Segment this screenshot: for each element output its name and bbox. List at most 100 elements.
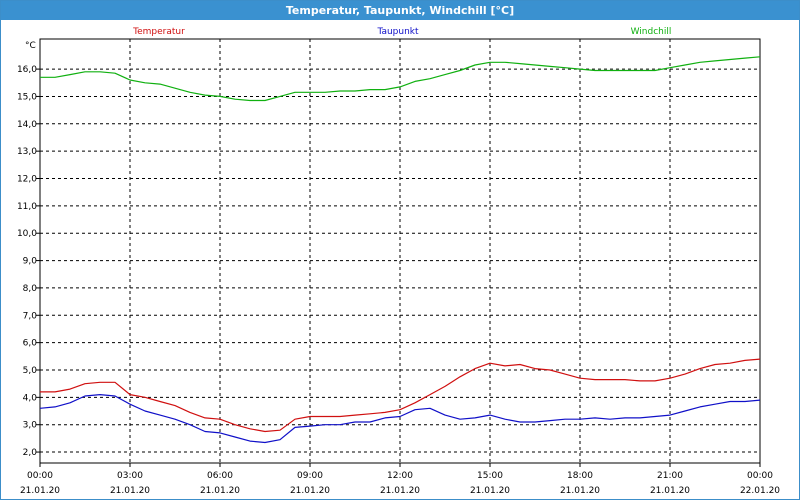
data-point-temperatur — [669, 378, 670, 379]
data-point-taupunkt — [504, 419, 505, 420]
x-tick-label-time: 03:00 — [117, 471, 143, 481]
y-tick-label: 2,0 — [23, 448, 38, 458]
data-point-temperatur — [714, 364, 715, 365]
data-point-windchill — [474, 64, 475, 65]
legend-windchill: Windchill — [631, 27, 672, 37]
data-point-windchill — [624, 70, 625, 71]
plot-frame — [39, 38, 761, 464]
data-point-taupunkt — [684, 410, 685, 411]
x-tick-label-date: 21.01.20 — [200, 486, 240, 496]
data-point-windchill — [669, 67, 670, 68]
data-point-taupunkt — [519, 421, 520, 422]
data-point-temperatur — [459, 376, 460, 377]
data-point-windchill — [699, 62, 700, 63]
data-point-windchill — [189, 92, 190, 93]
y-tick-label: 16,0 — [17, 65, 37, 75]
data-point-temperatur — [564, 374, 565, 375]
data-point-taupunkt — [414, 409, 415, 410]
data-point-taupunkt — [669, 415, 670, 416]
y-tick-label: 8,0 — [23, 284, 38, 294]
data-point-windchill — [519, 63, 520, 64]
data-point-windchill — [99, 71, 100, 72]
data-point-windchill — [369, 89, 370, 90]
data-point-windchill — [744, 58, 745, 59]
data-point-taupunkt — [279, 439, 280, 440]
data-point-temperatur — [549, 369, 550, 370]
data-point-taupunkt — [84, 395, 85, 396]
data-point-temperatur — [234, 424, 235, 425]
data-point-temperatur — [369, 413, 370, 414]
data-point-windchill — [54, 77, 55, 78]
data-point-temperatur — [384, 412, 385, 413]
data-point-temperatur — [99, 382, 100, 383]
y-tick-label: 3,0 — [23, 421, 38, 431]
series-line-taupunkt — [39, 394, 761, 444]
data-point-taupunkt — [249, 441, 250, 442]
data-point-windchill — [249, 100, 250, 101]
data-point-temperatur — [279, 430, 280, 431]
data-point-temperatur — [189, 412, 190, 413]
data-point-temperatur — [324, 416, 325, 417]
data-point-temperatur — [534, 368, 535, 369]
x-tick-label-date: 21.01.20 — [470, 486, 510, 496]
x-tick-label-date: 21.01.20 — [110, 486, 150, 496]
data-point-windchill — [549, 66, 550, 67]
data-point-windchill — [114, 73, 115, 74]
data-point-windchill — [294, 92, 295, 93]
data-point-windchill — [414, 81, 415, 82]
x-tick-label-time: 12:00 — [387, 471, 413, 481]
y-tick-label: 6,0 — [23, 339, 38, 349]
y-tick-label: 12,0 — [17, 175, 37, 185]
data-point-windchill — [339, 90, 340, 91]
data-point-temperatur — [729, 363, 730, 364]
data-point-taupunkt — [699, 406, 700, 407]
data-point-windchill — [219, 96, 220, 97]
data-point-temperatur — [144, 397, 145, 398]
data-point-temperatur — [579, 378, 580, 379]
data-point-taupunkt — [144, 410, 145, 411]
x-tick-label-date: 21.01.20 — [380, 486, 420, 496]
data-point-temperatur — [474, 368, 475, 369]
data-point-temperatur — [114, 382, 115, 383]
data-point-temperatur — [354, 415, 355, 416]
data-point-taupunkt — [39, 408, 40, 409]
data-point-windchill — [534, 64, 535, 65]
data-point-windchill — [654, 70, 655, 71]
data-point-temperatur — [639, 380, 640, 381]
data-point-taupunkt — [369, 421, 370, 422]
data-point-temperatur — [204, 417, 205, 418]
data-point-taupunkt — [114, 395, 115, 396]
x-tick-label-date: 21.01.20 — [650, 486, 690, 496]
data-point-windchill — [609, 70, 610, 71]
data-point-taupunkt — [594, 417, 595, 418]
y-tick-label: 13,0 — [17, 147, 37, 157]
data-point-taupunkt — [264, 442, 265, 443]
data-point-taupunkt — [474, 417, 475, 418]
data-point-taupunkt — [609, 419, 610, 420]
x-tick-label-time: 21:00 — [657, 471, 683, 481]
data-point-temperatur — [594, 379, 595, 380]
data-point-windchill — [579, 69, 580, 70]
data-point-taupunkt — [339, 424, 340, 425]
data-point-windchill — [489, 62, 490, 63]
data-point-windchill — [354, 90, 355, 91]
data-point-windchill — [384, 89, 385, 90]
data-point-taupunkt — [174, 419, 175, 420]
data-point-windchill — [399, 86, 400, 87]
data-point-taupunkt — [429, 408, 430, 409]
data-point-windchill — [84, 71, 85, 72]
data-point-taupunkt — [324, 424, 325, 425]
data-point-windchill — [564, 67, 565, 68]
data-point-taupunkt — [459, 419, 460, 420]
y-tick-label: 11,0 — [17, 202, 37, 212]
data-point-windchill — [759, 56, 760, 57]
x-tick-label-date: 22.01.20 — [740, 486, 780, 496]
data-point-taupunkt — [489, 415, 490, 416]
data-point-taupunkt — [294, 427, 295, 428]
data-point-taupunkt — [729, 401, 730, 402]
data-point-temperatur — [159, 401, 160, 402]
data-point-windchill — [39, 77, 40, 78]
data-point-taupunkt — [714, 404, 715, 405]
